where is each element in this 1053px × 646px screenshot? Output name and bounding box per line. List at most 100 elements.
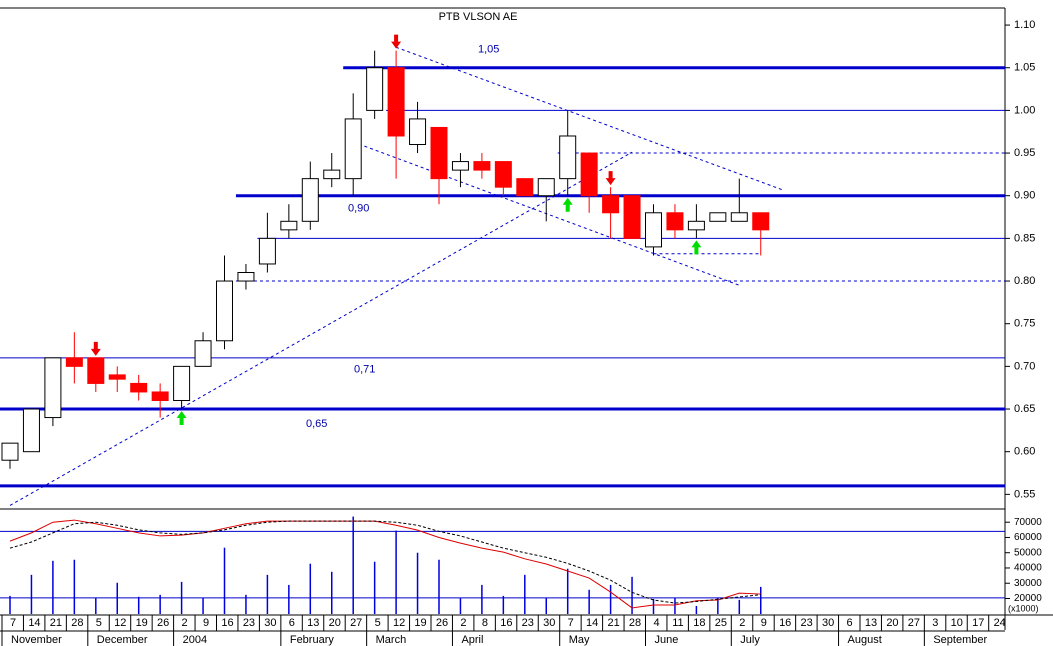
volume-tick-label: 70000 (1014, 517, 1042, 528)
x-tick-label: 30 (543, 617, 555, 629)
buy-arrow (176, 411, 187, 426)
x-tick-label: 9 (761, 617, 767, 629)
candle-body (216, 280, 233, 342)
x-tick-label: 27 (908, 617, 920, 629)
level-label: 0,65 (306, 418, 327, 430)
x-tick-label: 20 (329, 617, 341, 629)
month-label: August (848, 634, 882, 646)
month-label: July (740, 634, 760, 646)
candle-body (387, 67, 405, 137)
x-tick-label: 23 (522, 617, 534, 629)
volume-unit: (x1000) (1008, 603, 1039, 613)
x-tick-label: 12 (114, 617, 126, 629)
month-label: March (376, 634, 407, 646)
x-tick-label: 25 (715, 617, 727, 629)
sell-arrow (605, 171, 616, 186)
month-label: November (11, 634, 62, 646)
x-tick-label: 13 (865, 617, 877, 629)
chart-title: PTB VLSON AE (439, 11, 518, 23)
x-tick-label: 21 (607, 617, 619, 629)
candle-body (22, 408, 40, 453)
month-label: December (97, 634, 148, 646)
x-tick-label: 27 (350, 617, 362, 629)
level-label: 0,71 (354, 364, 375, 376)
x-tick-label: 19 (414, 617, 426, 629)
volume-average (9, 520, 761, 604)
candle-body (344, 118, 362, 180)
x-tick-label: 26 (436, 617, 448, 629)
x-tick-label: 16 (779, 617, 791, 629)
y-tick-label: 1.00 (1014, 104, 1035, 116)
x-tick-label: 28 (629, 617, 641, 629)
candle-body (280, 220, 298, 231)
candle-body (494, 161, 512, 188)
x-tick-label: 19 (136, 617, 148, 629)
sell-arrow (391, 34, 402, 49)
x-tick-label: 30 (822, 617, 834, 629)
month-label: May (569, 634, 590, 646)
x-tick-label: 5 (375, 617, 381, 629)
buy-arrow (562, 197, 573, 212)
x-tick-label: 18 (693, 617, 705, 629)
month-label: September (933, 634, 987, 646)
buy-arrow (691, 240, 702, 255)
x-tick-label: 17 (972, 617, 984, 629)
level-label: 0,90 (348, 203, 369, 215)
x-tick-label: 23 (243, 617, 255, 629)
x-tick-label: 2 (460, 617, 466, 629)
candle-body (602, 195, 620, 214)
x-tick-label: 16 (221, 617, 233, 629)
sell-arrow (90, 341, 101, 356)
x-tick-label: 3 (932, 617, 938, 629)
candle-body (430, 126, 448, 180)
candle-body (451, 161, 469, 171)
volume-tick-label: 50000 (1014, 547, 1042, 558)
x-tick-label: 16 (500, 617, 512, 629)
x-tick-label: 2 (739, 617, 745, 629)
candle-body (130, 382, 148, 393)
candle-body (516, 178, 534, 197)
candle-body (366, 67, 384, 111)
candle-body (623, 195, 641, 239)
candle-body (87, 357, 105, 384)
volume-average (9, 519, 761, 609)
x-tick-label: 8 (482, 617, 488, 629)
x-tick-label: 2 (182, 617, 188, 629)
candle-body (537, 178, 555, 197)
candle-body (108, 374, 126, 380)
candle-body (258, 237, 276, 265)
trendline (9, 151, 633, 506)
y-tick-label: 0.55 (1014, 488, 1035, 500)
month-label: 2004 (183, 634, 207, 646)
y-tick-label: 1.10 (1014, 19, 1035, 31)
x-tick-label: 12 (393, 617, 405, 629)
x-tick-label: 21 (50, 617, 62, 629)
candle-body (473, 161, 491, 171)
y-tick-label: 0.70 (1014, 360, 1035, 372)
x-tick-label: 9 (203, 617, 209, 629)
candle-body (323, 169, 341, 180)
y-tick-label: 0.85 (1014, 232, 1035, 244)
y-tick-label: 0.95 (1014, 147, 1035, 159)
x-tick-label: 11 (672, 617, 683, 629)
candle-body (151, 391, 169, 401)
candle-body (559, 135, 577, 180)
level-label: 1,05 (478, 44, 499, 56)
x-tick-label: 30 (264, 617, 276, 629)
volume-tick-label: 30000 (1014, 578, 1042, 589)
x-tick-label: 26 (157, 617, 169, 629)
x-tick-label: 7 (568, 617, 574, 629)
x-tick-label: 23 (801, 617, 813, 629)
month-label: February (290, 634, 335, 646)
x-tick-label: 24 (994, 617, 1006, 629)
x-tick-label: 13 (307, 617, 319, 629)
candle-body (666, 212, 684, 231)
candle-body (645, 212, 662, 248)
candle-body (409, 118, 427, 146)
y-tick-label: 0.80 (1014, 275, 1035, 287)
candle-body (1, 442, 19, 461)
y-tick-label: 0.75 (1014, 318, 1035, 330)
y-tick-label: 1.05 (1014, 62, 1035, 74)
candle-body (301, 178, 319, 222)
